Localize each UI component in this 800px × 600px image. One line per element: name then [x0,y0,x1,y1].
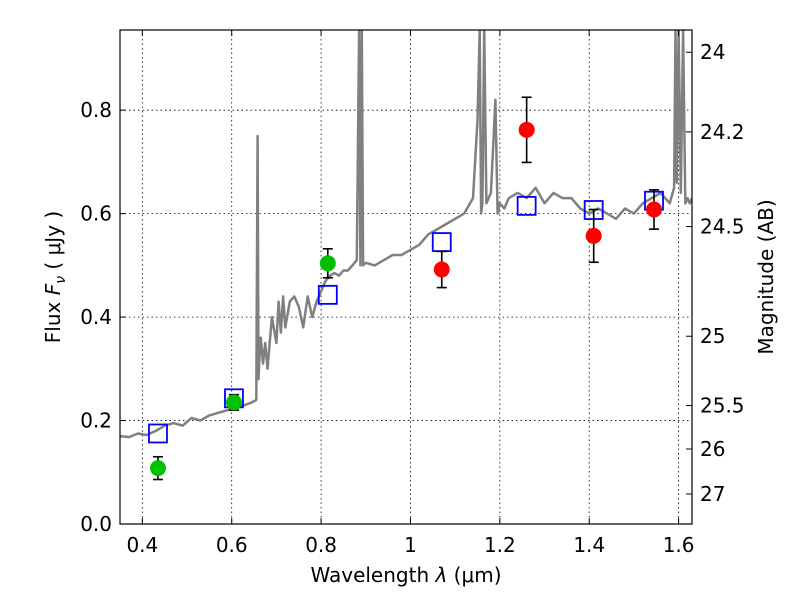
y2-tick-label: 26 [700,437,725,461]
y-tick-label: 0.0 [80,512,112,536]
y-tick-label: 0.2 [80,409,112,433]
y-tick-label: 0.6 [80,202,112,226]
y2-tick-label: 25 [700,324,725,348]
y-axis-label: Flux Fν ( μJy ) [41,211,69,343]
x-tick-label: 1 [404,533,417,557]
model-flux-square [317,284,338,305]
x-tick-label: 0.6 [216,533,248,557]
grid-lines [120,30,692,525]
y-tick-label: 0.8 [80,98,112,122]
photometry-point [225,394,242,411]
photometry-point [585,227,602,244]
y2-tick-label: 27 [700,482,725,506]
y2-axis-label: Magnitude (AB) [754,199,778,354]
photometry-point [319,255,336,272]
y2-tick-label: 25.5 [700,394,745,418]
axes: 0.4 0.6 0.8 1 1.2 1.4 1.6 0.0 0.2 0.4 0.6 0.8 24 24.2… [80,29,745,557]
y2-tick-label: 24 [700,40,725,64]
photometry-point [433,261,450,278]
x-tick-label: 1.6 [663,533,695,557]
x-axis-label: Wavelength λ (μm) [310,563,501,587]
y2-tick-label: 24.2 [700,120,745,144]
spectrum-layer [120,30,692,439]
x-tick-label: 1.4 [573,533,605,557]
plot-frame [119,29,693,525]
model-flux-square [516,195,537,216]
photometry-layer [148,96,664,481]
model-flux-square [431,232,452,252]
photometry-point [518,121,535,138]
x-tick-label: 0.4 [126,533,158,557]
spectrum-line [120,30,692,439]
y-tick-label: 0.4 [80,305,112,329]
model-flux-square [148,423,168,444]
photometry-point [149,460,166,477]
x-tick-label: 1.2 [484,533,516,557]
x-tick-label: 0.8 [305,533,337,557]
photometry-point [646,201,663,218]
y2-tick-label: 24.5 [700,215,745,239]
